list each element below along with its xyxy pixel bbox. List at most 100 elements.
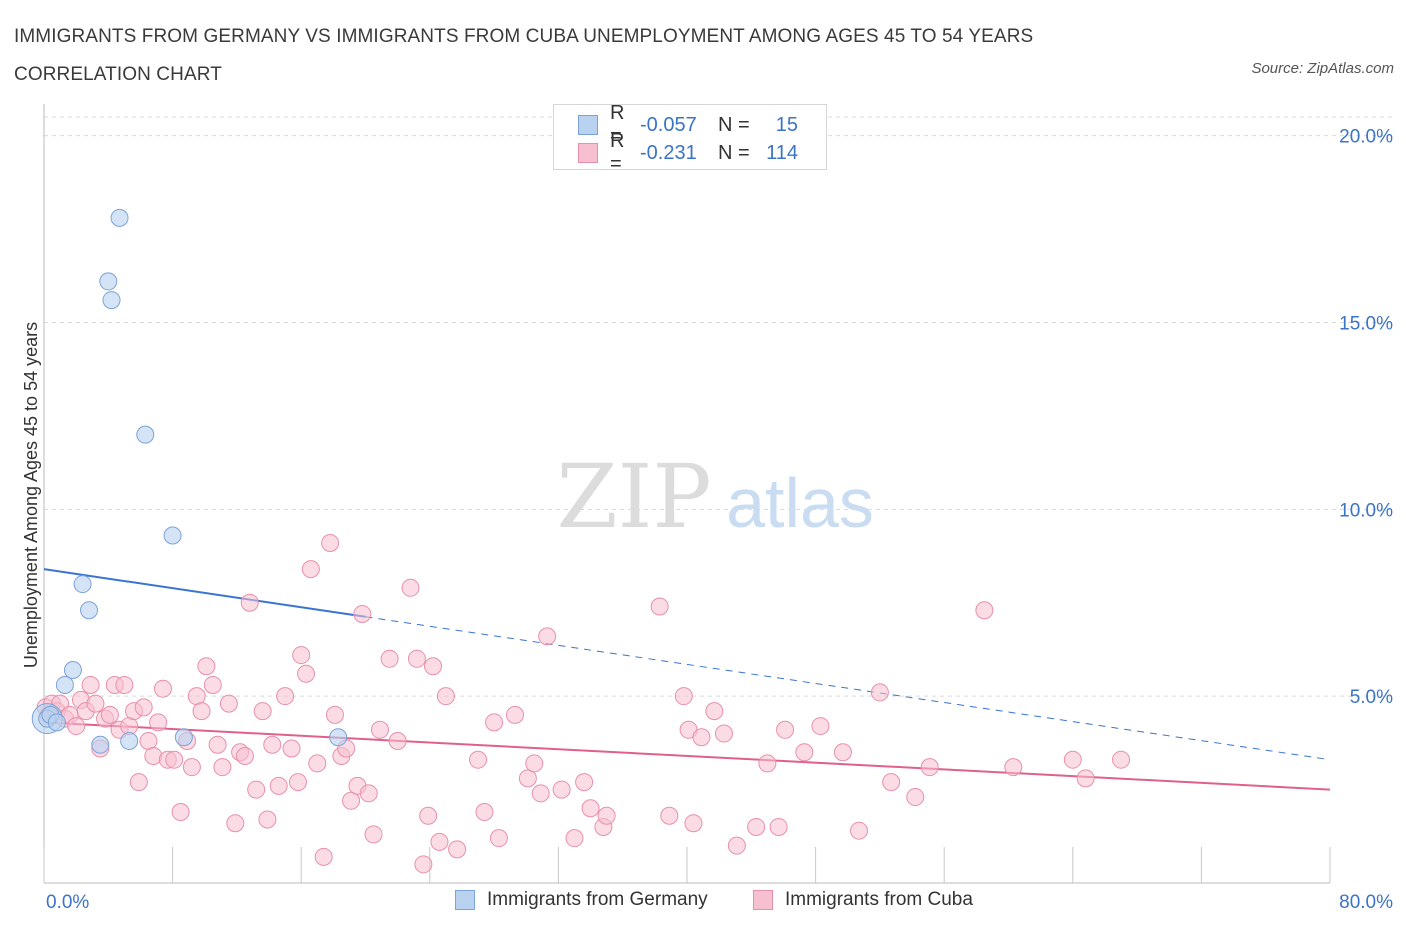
y-tick-label: 10.0% [1339,500,1393,521]
cuba-point [660,806,679,825]
germany-point [329,728,348,747]
cuba-point [505,705,524,724]
germany-legend-label: Immigrants from Germany [487,889,708,910]
cuba-point [226,814,245,833]
cuba-point [276,687,295,706]
cuba-point [213,758,232,777]
cuba-point [134,698,153,717]
cuba-point [469,750,488,769]
cuba-point [448,840,467,859]
cuba-point [581,799,600,818]
cuba-point [203,675,222,694]
cuba-point [364,825,383,844]
cuba-point [314,847,333,866]
germany-legend-swatch [455,890,475,910]
correlation-legend: R = -0.057 N = 15 R = -0.231 N = 114 [553,102,827,175]
y-tick-label: 20.0% [1339,127,1393,148]
germany-point [102,291,121,310]
n-label: N = [718,141,750,164]
legend-row-germany: R = -0.057 N = 15 [578,102,798,147]
cuba-points [36,533,1131,874]
germany-point [174,728,193,747]
cuba-point [139,732,158,751]
cuba-point [197,657,216,676]
n-value: 15 [775,113,798,136]
cuba-point [475,803,494,822]
germany-point [73,575,92,594]
r-value: -0.057 [640,113,697,136]
watermark: ZIP atlas [556,445,874,548]
cuba-point [414,855,433,874]
cuba-point [1063,750,1082,769]
cuba-point [282,739,301,758]
germany-point [91,735,110,754]
cuba-point [776,720,795,739]
r-value: -0.231 [640,141,697,164]
cuba-point [149,713,168,732]
cuba-point [597,806,616,825]
n-label: N = [718,113,750,136]
germany-trend-line-extrapolated [365,616,1331,761]
germany-point [136,425,155,444]
cuba-point [714,724,733,743]
cuba-point [727,836,746,855]
germany-point [99,272,118,291]
cuba-point [430,832,449,851]
germany-trend-line [43,568,366,618]
cuba-trend-line [43,721,1331,791]
cuba-point [388,732,407,751]
cuba-point [253,702,272,721]
cuba-point [1112,750,1131,769]
source-label: Source: ZipAtlas.com [1251,60,1394,77]
y-tick-label: 15.0% [1339,314,1393,335]
germany-swatch [578,115,598,135]
cuba-point [115,675,134,694]
cuba-point [353,604,372,623]
cuba-legend-label: Immigrants from Cuba [785,889,973,910]
cuba-point [288,773,307,792]
cuba-point [538,627,557,646]
chart-title: IMMIGRANTS FROM GERMANY VS IMMIGRANTS FR… [14,26,1034,85]
n-value: 114 [766,141,798,164]
cuba-point [424,657,443,676]
cuba-point [153,679,172,698]
cuba-point [407,649,426,668]
cuba-point [129,773,148,792]
watermark-zip: ZIP [556,445,711,548]
cuba-point [219,694,238,713]
cuba-point [86,694,105,713]
cuba-point [906,788,925,807]
r-label: R = [610,102,625,147]
cuba-point [359,784,378,803]
cuba-point [208,735,227,754]
cuba-point [882,773,901,792]
cuba-point [920,758,939,777]
cuba-point [308,754,327,773]
cuba-point [187,687,206,706]
cuba-point [292,646,311,665]
cuba-point [525,754,544,773]
germany-point [63,661,82,680]
cuba-point [850,821,869,840]
cuba-point [297,664,316,683]
cuba-point [650,597,669,616]
cuba-point [870,683,889,702]
cuba-point [269,776,288,795]
cuba-point [518,769,537,788]
cuba-point [674,687,693,706]
cuba-point [575,773,594,792]
germany-point [80,601,99,620]
cuba-point [401,578,420,597]
cuba-point [342,791,361,810]
cuba-point [325,705,344,724]
cuba-point [165,750,184,769]
cuba-point [247,780,266,799]
cuba-point [705,702,724,721]
cuba-point [240,593,259,612]
y-axis-label: Unemployment Among Ages 45 to 54 years [21,322,41,668]
germany-point [110,208,129,227]
x-tick-label-right: 80.0% [1339,892,1393,913]
germany-point [163,526,182,545]
cuba-point [301,560,320,579]
